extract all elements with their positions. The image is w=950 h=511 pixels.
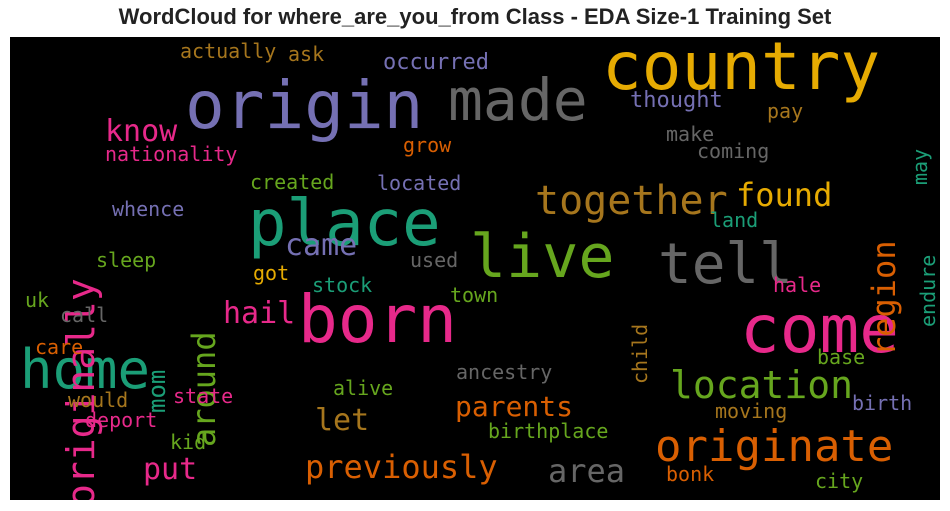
word-let: let [315,403,370,438]
word-sleep: sleep [96,248,157,272]
word-thought: thought [630,88,723,113]
word-coming: coming [697,139,770,163]
word-uk: uk [25,288,50,312]
word-may: may [908,148,932,185]
word-live: live [470,222,615,292]
word-care: care [35,335,84,359]
word-kid: kid [170,430,207,454]
word-bonk: bonk [666,462,715,486]
word-make: make [666,122,715,146]
word-know: know [105,114,178,149]
word-found: found [736,176,833,214]
word-parents: parents [455,390,574,423]
word-birth: birth [852,391,913,415]
word-occurred: occurred [383,50,489,75]
word-ancestry: ancestry [456,360,553,384]
word-used: used [410,248,459,272]
word-pay: pay [767,99,804,123]
word-mom: mom [143,369,171,414]
word-location: location [670,363,854,407]
word-put: put [143,452,198,487]
word-ask: ask [288,42,325,66]
word-come: come [740,291,899,368]
word-moving: moving [715,399,788,423]
word-hale: hale [773,273,822,297]
word-place: place [248,187,441,261]
word-endure: endure [916,254,940,327]
wordcloud-canvas: country origin made place born come home live te… [10,37,940,500]
word-grow: grow [403,133,452,157]
word-originate: originate [655,421,894,472]
word-actually: actually [180,39,277,63]
word-would: would [68,388,129,412]
word-stock: stock [312,273,373,297]
word-region: region [865,240,903,357]
word-came: came [285,228,358,263]
word-deport: deport [85,408,158,432]
word-located: located [377,171,462,195]
word-together: together [535,178,728,224]
word-state: state [173,384,234,408]
word-whence: whence [112,197,185,221]
word-call: call [60,303,109,327]
word-hail: hail [223,296,296,331]
word-tell: tell [658,232,793,297]
word-born: born [298,281,457,358]
word-child: child [628,323,652,384]
word-base: base [817,345,866,369]
word-area: area [548,452,626,490]
word-created: created [250,170,335,194]
word-home: home [20,338,151,401]
word-got: got [253,261,290,285]
word-previously: previously [305,448,498,486]
word-town: town [450,283,499,307]
word-birthplace: birthplace [488,419,609,443]
word-origin: origin [185,67,424,144]
word-alive: alive [333,376,394,400]
word-nationality: nationality [105,142,238,166]
chart-title: WordCloud for where_are_you_from Class -… [118,4,832,29]
word-city: city [815,469,864,493]
word-country: country [602,37,881,105]
word-land: land [710,208,759,232]
word-made: made [448,66,588,134]
